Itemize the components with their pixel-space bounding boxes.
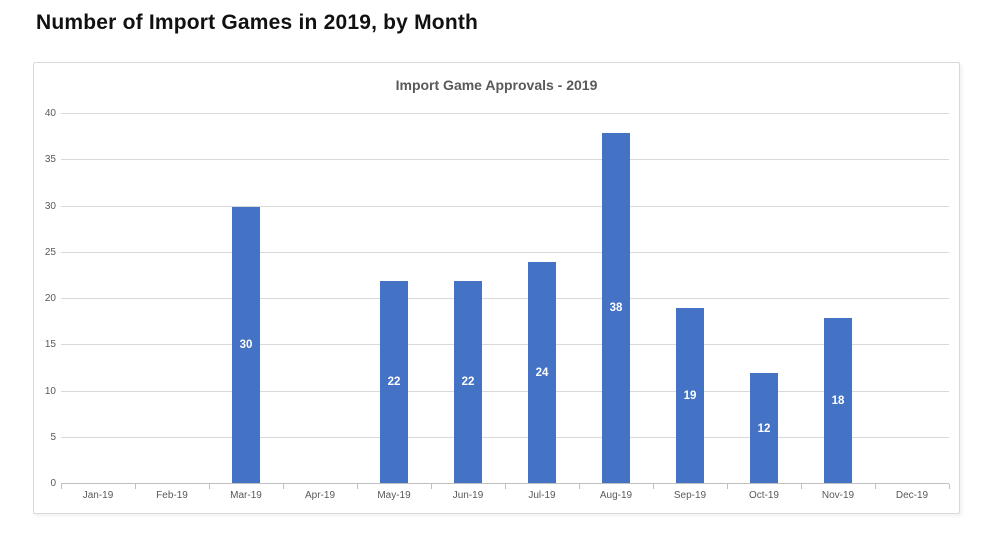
x-tick-label: Jan-19 xyxy=(82,490,114,501)
axis-tick-mark xyxy=(356,484,358,489)
bar: 38 xyxy=(602,132,630,484)
bar: 22 xyxy=(380,280,408,484)
bar-cell: 38 xyxy=(579,114,653,484)
y-tick-label: 30 xyxy=(44,200,56,212)
x-axis-labels: Jan-19 Feb-19 Mar-19 Apr-19 May-19 Jun-19 Jul-… xyxy=(61,490,949,501)
x-tick-label: Mar-19 xyxy=(230,490,262,501)
axis-tick-mark xyxy=(431,484,432,489)
axis-tick-mark xyxy=(801,484,802,489)
bar-cell: 30 xyxy=(209,114,283,484)
x-tick-label: Sep-19 xyxy=(673,490,707,501)
axis-tick-mark xyxy=(579,484,580,489)
bar-data-label: 22 xyxy=(461,376,475,389)
bar: 18 xyxy=(824,317,852,484)
bar-data-label: 38 xyxy=(609,302,623,315)
bar-data-label: 18 xyxy=(831,394,845,407)
axis-tick-mark xyxy=(727,484,728,489)
chart-title: Import Game Approvals - 2019 xyxy=(395,77,598,93)
bar-cell: 19 xyxy=(653,114,727,484)
gridline xyxy=(61,159,949,161)
x-tick-label: Feb-19 xyxy=(156,490,188,501)
bar: 24 xyxy=(528,262,556,484)
bar-series: 30 22 22 24 38 19 12 18 xyxy=(61,114,949,484)
chart-container: Import Game Approvals - 2019 0 5 10 15 20 25 3… xyxy=(33,62,960,514)
gridline xyxy=(61,344,949,346)
y-axis-labels: 0 5 10 15 20 25 30 35 40 xyxy=(36,109,56,489)
bar-data-label: 30 xyxy=(239,339,253,352)
bar-data-label: 22 xyxy=(387,376,401,389)
bar-cell xyxy=(61,114,135,484)
bar: 22 xyxy=(454,280,482,484)
plot-area: 30 22 22 24 38 19 12 18 xyxy=(61,113,950,489)
bar-cell: 22 xyxy=(357,114,431,484)
x-tick-label: Jul-19 xyxy=(528,490,556,501)
axis-tick-mark xyxy=(283,484,284,489)
x-axis-line xyxy=(61,483,949,484)
gridline xyxy=(61,436,949,438)
bar-cell xyxy=(283,114,357,484)
y-tick-label: 35 xyxy=(44,154,56,166)
bar-cell: 18 xyxy=(801,114,875,484)
bar-cell: 12 xyxy=(727,114,801,484)
x-tick-label: Dec-19 xyxy=(895,490,929,501)
bar-data-label: 12 xyxy=(757,422,771,435)
axis-tick-mark xyxy=(652,484,654,489)
y-tick-label: 10 xyxy=(44,385,56,397)
axis-tick-mark xyxy=(61,484,62,489)
page-title: Number of Import Games in 2019, by Month xyxy=(36,11,479,34)
bar-cell xyxy=(875,114,949,484)
y-tick-label: 25 xyxy=(44,246,56,258)
axis-tick-mark xyxy=(949,484,950,489)
gridline xyxy=(61,390,949,392)
bar-cell: 22 xyxy=(431,114,505,484)
axis-tick-mark xyxy=(505,484,506,489)
y-tick-label: 5 xyxy=(50,431,56,443)
y-tick-label: 15 xyxy=(44,339,56,351)
bar-cell: 24 xyxy=(505,114,579,484)
x-tick-label: May-19 xyxy=(377,490,411,501)
bar: 12 xyxy=(750,373,778,484)
x-tick-label: Nov-19 xyxy=(821,490,855,501)
x-tick-label: Jun-19 xyxy=(452,490,484,501)
axis-tick-mark xyxy=(875,484,876,489)
gridline xyxy=(61,113,949,114)
y-tick-label: 0 xyxy=(50,478,56,489)
bar: 19 xyxy=(676,308,704,484)
gridline xyxy=(61,298,949,299)
gridline xyxy=(61,251,949,253)
bar: 30 xyxy=(232,206,260,484)
bar-data-label: 24 xyxy=(535,367,549,379)
x-tick-label: Aug-19 xyxy=(599,490,633,501)
x-tick-label: Apr-19 xyxy=(304,490,335,501)
gridline xyxy=(61,205,949,207)
bar-cell xyxy=(135,114,209,484)
bar-data-label: 19 xyxy=(683,390,697,403)
axis-tick-mark xyxy=(134,484,136,489)
axis-tick-mark xyxy=(208,484,210,489)
y-tick-label: 40 xyxy=(44,108,56,119)
y-tick-label: 20 xyxy=(44,293,56,304)
x-tick-label: Oct-19 xyxy=(748,490,779,501)
